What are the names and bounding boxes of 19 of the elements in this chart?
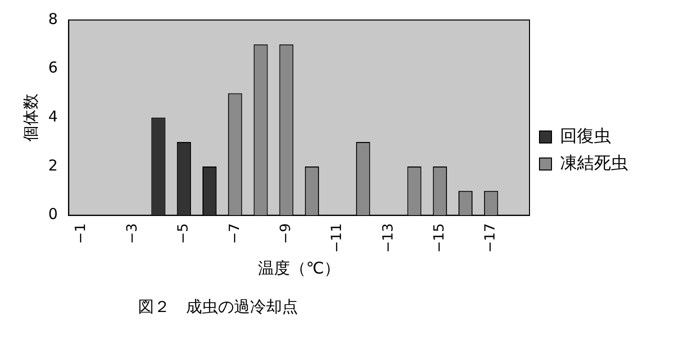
x-tick-label: −15	[432, 223, 448, 253]
legend-label: 凍結死虫	[560, 153, 628, 174]
x-axis-title: 温度（℃）	[258, 258, 340, 278]
y-tick-label: 8	[48, 10, 58, 28]
x-tick-label: −1	[73, 223, 90, 244]
y-tick-label: 6	[48, 58, 58, 77]
caption: 図２ 成虫の過冷却点	[138, 297, 299, 318]
x-tick-label: −7	[226, 223, 243, 244]
x-tick-label: −9	[278, 223, 294, 244]
x-tick-label: −13	[380, 223, 396, 253]
x-tick-label: −11	[329, 223, 346, 253]
y-tick-label: 2	[48, 156, 58, 174]
y-axis-title: 個体数	[20, 94, 40, 142]
x-tick-label: −17	[482, 223, 499, 253]
legend-label: 回復虫	[560, 126, 611, 146]
y-tick-label: 4	[48, 108, 58, 126]
y-tick-label: 0	[48, 205, 58, 224]
x-tick-label: −5	[176, 223, 192, 244]
x-tick-label: −3	[124, 223, 140, 244]
